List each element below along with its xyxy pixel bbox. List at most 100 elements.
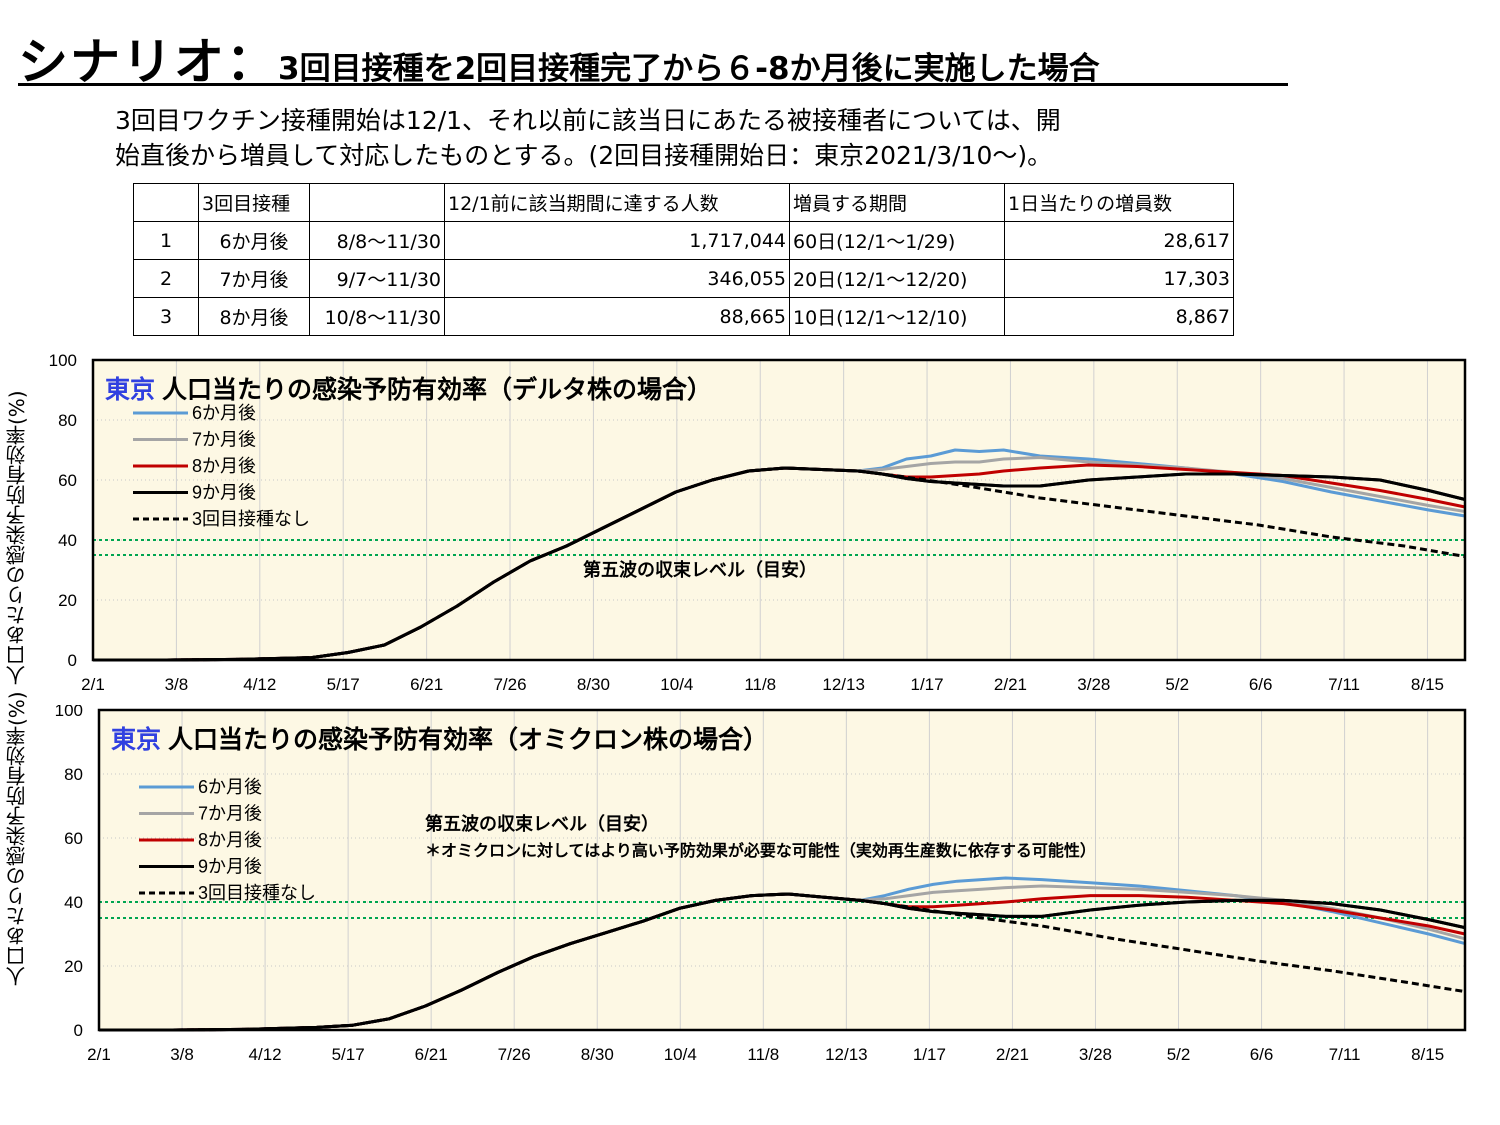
- chart-title: 東京 人口当たりの感染予防有効率（オミクロン株の場合）: [111, 725, 768, 754]
- series-line-top: [93, 466, 1466, 662]
- x-tick-label: 6/21: [410, 675, 443, 694]
- legend-label: 9か月後: [198, 857, 262, 877]
- x-tick-label: 12/13: [825, 1045, 868, 1064]
- table-cell: 10日(12/1～12/10): [789, 297, 1005, 336]
- table-cell: 88,665: [444, 297, 790, 336]
- legend-label: 7か月後: [198, 804, 262, 824]
- table-header-cell: 3回目接種: [198, 183, 310, 222]
- y-tick-label: 40: [64, 893, 83, 912]
- x-tick-label: 8/30: [581, 1045, 614, 1064]
- description-line-1: 3回目ワクチン接種開始は12/1、それ以前に該当日にあたる被接種者については、開: [115, 106, 1061, 135]
- table-header-cell: 1日当たりの増員数: [1004, 183, 1234, 222]
- chart-title: 東京 人口当たりの感染予防有効率（デルタ株の場合）: [105, 375, 712, 404]
- x-tick-label: 5/17: [332, 1045, 365, 1064]
- table-cell: 3: [133, 297, 199, 336]
- x-tick-label: 6/21: [415, 1045, 448, 1064]
- x-tick-label: 7/26: [498, 1045, 531, 1064]
- plot-frame: [97, 708, 1467, 1032]
- x-tick-label: 4/12: [243, 675, 276, 694]
- x-tick-label: 2/1: [81, 675, 105, 694]
- plot-frame: [91, 358, 1467, 662]
- legend-label: 7か月後: [192, 430, 256, 450]
- y-tick-label: 20: [58, 591, 77, 610]
- y-tick-label: 0: [74, 1021, 83, 1040]
- chart-delta: 2/1 3/8 4/12 5/17 6/21 7/26 8/30 10/4 11/8 12/13 1…: [49, 351, 1467, 694]
- y-tick-label: 80: [64, 765, 83, 784]
- y-tick-label: 60: [58, 471, 77, 490]
- x-tick-label: 4/12: [249, 1045, 282, 1064]
- table-cell: 8か月後: [198, 297, 310, 336]
- x-tick-label: 5/2: [1165, 675, 1189, 694]
- chart-title-text: 人口当たりの感染予防有効率（デルタ株の場合）: [162, 375, 712, 404]
- y-tick-label: 80: [58, 411, 77, 430]
- y-tick-label: 20: [64, 957, 83, 976]
- x-tick-label: 3/8: [170, 1045, 194, 1064]
- description-line-2: 始直後から増員して対応したものとする。(2回目接種開始日：東京2021/3/10…: [115, 141, 1053, 170]
- table-header-row: 3回目接種 12/1前に該当期間に達する人数 増員する期間 1日当たりの増員数: [133, 183, 1234, 222]
- chart-title-region: 東京: [105, 375, 162, 404]
- legend-label: 6か月後: [192, 403, 256, 423]
- annotation-convergence-level: 第五波の収束レベル（目安）: [425, 813, 659, 834]
- schedule-table: 3回目接種 12/1前に該当期間に達する人数 増員する期間 1日当たりの増員数 …: [133, 183, 1234, 336]
- x-tick-label: 5/17: [327, 675, 360, 694]
- page-title: シナリオ：3回目接種を2回目接種完了から６-8か月後に実施した場合: [18, 22, 1100, 94]
- x-tick-label: 2/21: [994, 675, 1027, 694]
- x-tick-label: 3/8: [165, 675, 189, 694]
- y-tick-label: 100: [49, 351, 77, 370]
- legend-label: 9か月後: [192, 483, 256, 503]
- x-tick-label: 8/15: [1411, 1045, 1444, 1064]
- table-cell: 346,055: [444, 259, 790, 298]
- chart-title-region: 東京: [111, 725, 168, 754]
- table-cell: 8,867: [1004, 297, 1234, 336]
- page-title-sub: 3回目接種を2回目接種完了から６-8か月後に実施した場合: [278, 51, 1100, 87]
- x-tick-label: 3/28: [1079, 1045, 1112, 1064]
- x-tick-label: 3/28: [1077, 675, 1110, 694]
- table-cell: 9/7～11/30: [309, 259, 445, 298]
- legend-label: 8か月後: [198, 830, 262, 850]
- description: 3回目ワクチン接種開始は12/1、それ以前に該当日にあたる被接種者については、開…: [115, 103, 1061, 173]
- table-cell: 10/8～11/30: [309, 297, 445, 336]
- legend-label: 3回目接種なし: [192, 509, 310, 529]
- table-row: 3 8か月後 10/8～11/30 88,665 10日(12/1～12/10)…: [133, 297, 1234, 336]
- x-tick-label: 1/17: [910, 675, 943, 694]
- x-tick-label: 7/26: [493, 675, 526, 694]
- y-tick-label: 0: [68, 651, 77, 670]
- legend-label: 8か月後: [192, 456, 256, 476]
- x-tick-label: 6/6: [1250, 1045, 1274, 1064]
- y-tick-label: 40: [58, 531, 77, 550]
- x-tick-label: 7/11: [1329, 1045, 1361, 1064]
- x-tick-label: 8/15: [1411, 675, 1444, 694]
- x-tick-label: 11/8: [744, 675, 776, 694]
- x-tick-label: 5/2: [1167, 1045, 1191, 1064]
- table-header-cell: [309, 183, 445, 222]
- table-cell: 1,717,044: [444, 221, 790, 260]
- table-cell: 17,303: [1004, 259, 1234, 298]
- plot-area: [93, 360, 1465, 660]
- x-tick-label: 11/8: [747, 1045, 779, 1064]
- annotation-note: ＊オミクロンに対してはより高い予防効果が必要な可能性（実効再生産数に依存する可能…: [425, 841, 1096, 860]
- legend-label: 3回目接種なし: [198, 883, 316, 903]
- x-tick-label: 1/17: [913, 1045, 946, 1064]
- table-cell: 20日(12/1～12/20): [789, 259, 1005, 298]
- series-line-top: [99, 892, 1466, 1032]
- table-row: 2 7か月後 9/7～11/30 346,055 20日(12/1～12/20)…: [133, 259, 1234, 298]
- table-cell: 7か月後: [198, 259, 310, 298]
- table-row: 1 6か月後 8/8～11/30 1,717,044 60日(12/1～1/29…: [133, 221, 1234, 260]
- plot-area: [99, 710, 1465, 1030]
- y-tick-label: 60: [64, 829, 83, 848]
- legend-label: 6か月後: [198, 777, 262, 797]
- table-cell: 6か月後: [198, 221, 310, 260]
- table-cell: 60日(12/1～1/29): [789, 221, 1005, 260]
- y-tick-label: 100: [55, 705, 83, 720]
- table-header-cell: 増員する期間: [789, 183, 1005, 222]
- x-tick-label: 6/6: [1249, 675, 1273, 694]
- chart-omicron: 2/1 3/8 4/12 5/17 6/21 7/26 8/30 10/4 11/8 12/13 1…: [55, 705, 1467, 1064]
- x-tick-label: 12/13: [822, 675, 865, 694]
- x-tick-label: 2/21: [996, 1045, 1029, 1064]
- table-header-cell: [133, 183, 199, 222]
- x-tick-label: 8/30: [577, 675, 610, 694]
- x-tick-label: 7/11: [1328, 675, 1360, 694]
- chart-title-text: 人口当たりの感染予防有効率（オミクロン株の場合）: [168, 725, 768, 754]
- annotation-convergence-level: 第五波の収束レベル（目安）: [583, 559, 817, 580]
- x-tick-label: 10/4: [660, 675, 693, 694]
